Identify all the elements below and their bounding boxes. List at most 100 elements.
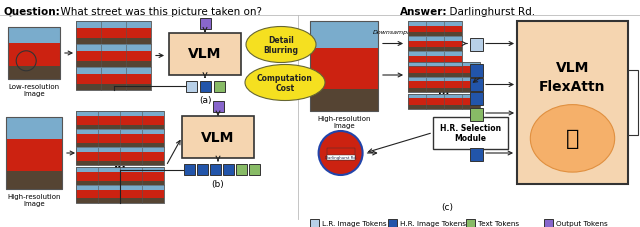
Bar [408, 63, 426, 67]
Bar [98, 147, 120, 153]
Bar [76, 45, 101, 68]
Bar [408, 52, 426, 67]
Bar [98, 147, 120, 165]
Bar [408, 77, 426, 92]
Bar [444, 62, 462, 67]
Bar [120, 147, 142, 165]
Text: Downsample: Downsample [372, 30, 413, 35]
Bar [126, 52, 151, 62]
Bar [444, 77, 462, 92]
Bar [101, 45, 126, 52]
Bar [444, 105, 462, 109]
Bar [426, 62, 444, 77]
Bar [142, 185, 164, 203]
Bar [76, 143, 98, 147]
Bar [444, 94, 462, 109]
Bar [462, 62, 480, 67]
Text: Answer:: Answer: [400, 7, 447, 17]
Bar [426, 37, 444, 41]
Ellipse shape [531, 105, 614, 172]
Bar [426, 41, 444, 48]
Bar [310, 219, 319, 227]
Bar [142, 185, 164, 190]
Bar [408, 73, 426, 77]
Bar [142, 181, 164, 185]
Bar [120, 111, 142, 129]
Bar [126, 75, 151, 85]
Bar [470, 92, 483, 105]
Bar [8, 28, 60, 80]
Bar [76, 161, 98, 165]
Bar [200, 81, 211, 92]
Bar [76, 190, 98, 199]
Bar [8, 28, 60, 80]
Bar [462, 77, 480, 82]
Text: (c): (c) [442, 202, 454, 211]
Bar [8, 67, 60, 80]
Bar [120, 190, 142, 199]
Bar [200, 18, 211, 29]
Bar [310, 22, 378, 111]
Bar [6, 171, 62, 189]
Bar [76, 147, 98, 165]
Bar [76, 52, 101, 62]
Bar [142, 143, 164, 147]
Bar [444, 41, 462, 48]
Bar [462, 73, 480, 77]
Bar [444, 52, 462, 56]
Bar [408, 88, 426, 92]
Text: Darlinghurst Rd.: Darlinghurst Rd. [324, 155, 356, 159]
Bar [388, 219, 397, 227]
Bar [236, 164, 247, 175]
Bar [120, 153, 142, 161]
Bar [8, 28, 60, 43]
Bar [120, 111, 142, 117]
Bar [120, 167, 142, 185]
Bar [462, 82, 480, 88]
Bar [426, 67, 444, 73]
Bar [408, 62, 426, 77]
Bar [76, 62, 101, 68]
Ellipse shape [246, 27, 316, 63]
Bar [142, 125, 164, 129]
Bar [408, 26, 426, 33]
Bar [126, 62, 151, 68]
Bar [8, 43, 60, 67]
Bar [126, 68, 151, 91]
Bar [142, 147, 164, 165]
Bar [76, 68, 101, 75]
Bar [462, 99, 480, 105]
Bar [98, 199, 120, 203]
Bar [408, 48, 426, 52]
Bar [310, 22, 378, 111]
Bar [76, 153, 98, 161]
Bar [101, 68, 126, 75]
Bar [120, 135, 142, 143]
Text: H.R. Image Tokens: H.R. Image Tokens [400, 220, 466, 227]
Bar [444, 73, 462, 77]
Bar [426, 73, 444, 77]
Bar [98, 135, 120, 143]
Bar [408, 37, 426, 41]
Bar [326, 148, 355, 160]
Bar [126, 29, 151, 39]
Bar [408, 33, 426, 37]
Bar [98, 181, 120, 185]
Bar [98, 173, 120, 181]
Ellipse shape [245, 65, 325, 101]
Bar [76, 75, 101, 85]
Bar [408, 94, 426, 99]
Bar [76, 111, 98, 129]
Bar [120, 125, 142, 129]
Bar [76, 22, 101, 29]
Bar [444, 22, 462, 37]
Text: High-resolution
Image: High-resolution Image [7, 193, 61, 206]
Bar [182, 116, 254, 158]
Bar [408, 99, 426, 105]
Bar [76, 181, 98, 185]
Bar [408, 94, 426, 109]
Bar [426, 82, 444, 88]
Text: What street was this picture taken on?: What street was this picture taken on? [54, 7, 262, 17]
Bar [76, 167, 98, 173]
Bar [126, 45, 151, 68]
